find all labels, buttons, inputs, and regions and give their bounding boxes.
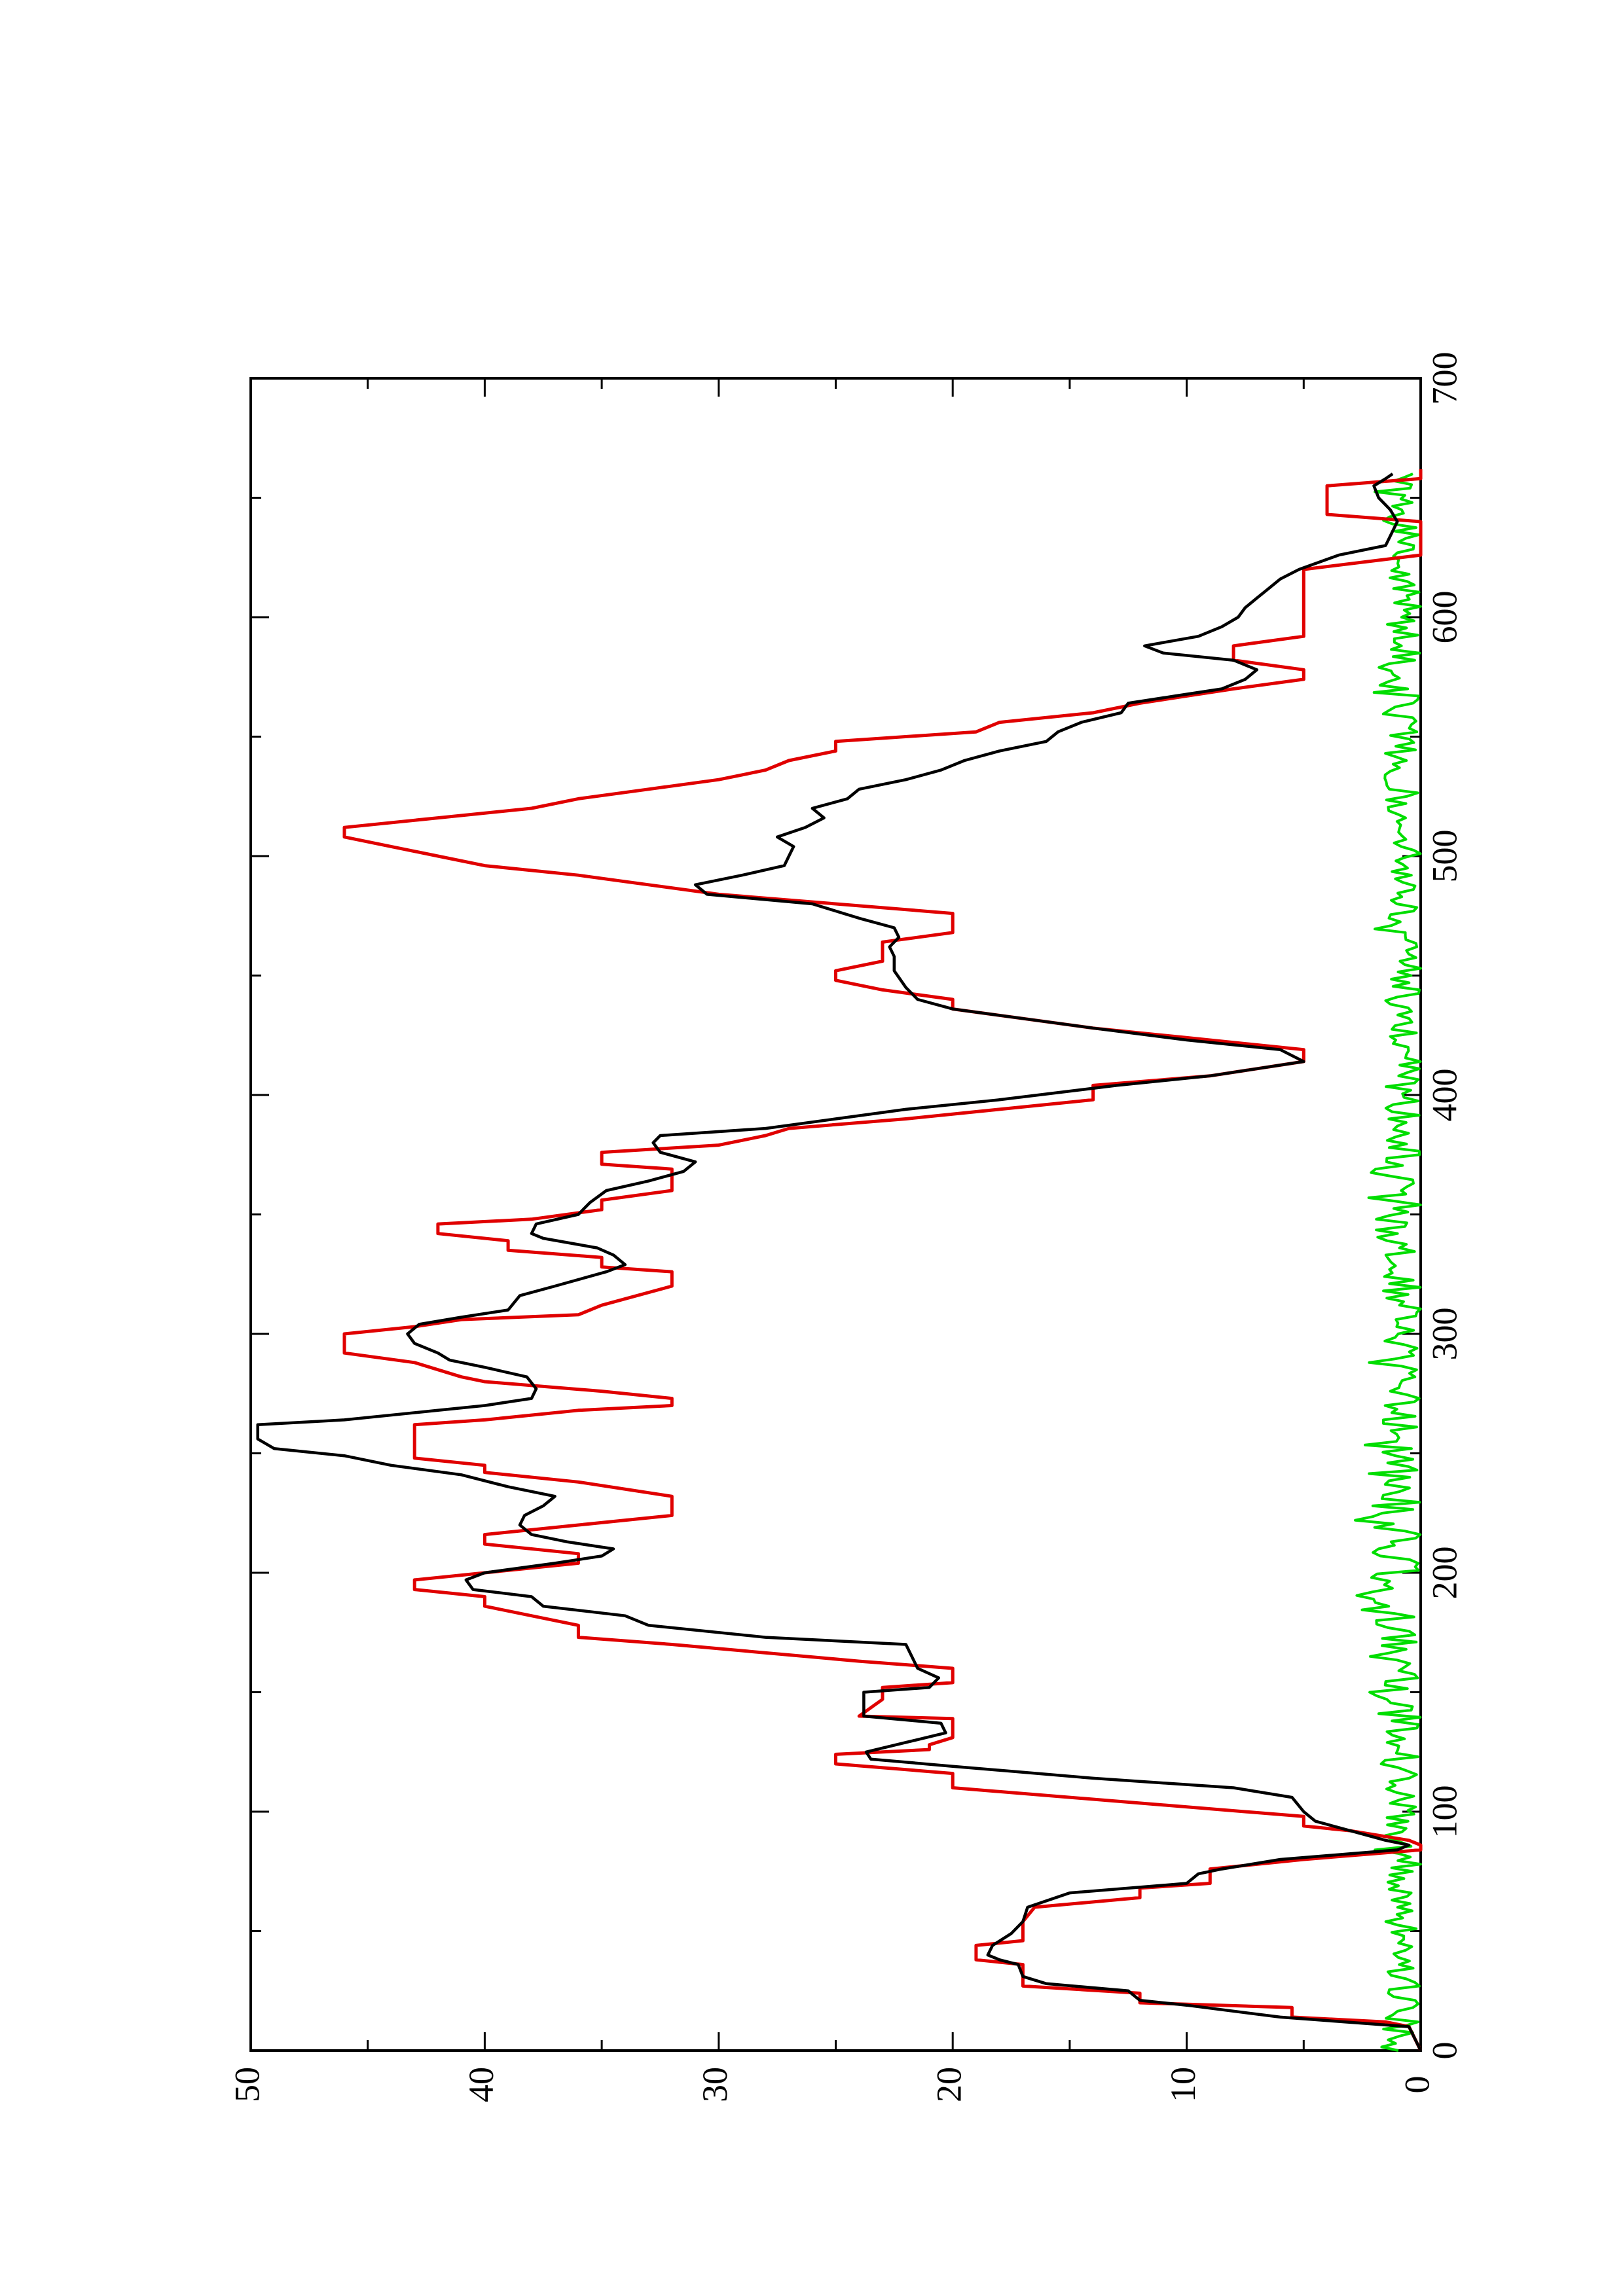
x-tick-label: 400 bbox=[1425, 1069, 1464, 1122]
y-tick-label: 40 bbox=[462, 2067, 501, 2102]
x-tick-label: 500 bbox=[1425, 830, 1464, 883]
x-tick-label: 600 bbox=[1425, 591, 1464, 644]
y-tick-label: 0 bbox=[1397, 2076, 1436, 2094]
series-line-black bbox=[256, 473, 1423, 2051]
y-tick-label: 30 bbox=[695, 2067, 735, 2102]
series-group bbox=[256, 469, 1423, 2052]
x-tick-label: 200 bbox=[1425, 1547, 1464, 1600]
x-tick-label: 700 bbox=[1425, 352, 1464, 405]
series-line-red bbox=[342, 469, 1423, 2052]
y-tick-label: 50 bbox=[227, 2067, 266, 2102]
ticks-group bbox=[249, 377, 1422, 2052]
y-tick-label: 20 bbox=[930, 2067, 969, 2102]
tick-labels-group: 0 100 200 300 400 500 600 700 0 10 20 30 40 50 bbox=[227, 352, 1464, 2103]
x-tick-label: 300 bbox=[1425, 1308, 1464, 1361]
y-tick-label: 10 bbox=[1163, 2067, 1203, 2102]
series-line-green bbox=[1354, 473, 1422, 2052]
x-tick-label: 100 bbox=[1425, 1785, 1464, 1839]
x-tick-label: 0 bbox=[1425, 2042, 1464, 2060]
